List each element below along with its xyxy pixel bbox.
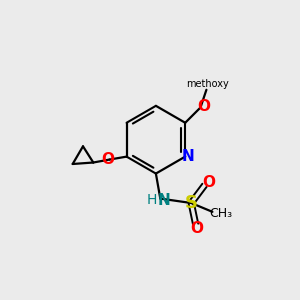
Text: O: O	[198, 99, 211, 114]
Text: H: H	[147, 193, 157, 207]
Text: S: S	[185, 194, 198, 212]
Text: CH₃: CH₃	[209, 207, 232, 220]
Text: O: O	[202, 175, 215, 190]
Text: methoxy: methoxy	[187, 79, 229, 89]
Text: N: N	[158, 193, 170, 208]
Text: N: N	[181, 149, 194, 164]
Text: O: O	[190, 221, 204, 236]
Text: O: O	[101, 152, 115, 167]
